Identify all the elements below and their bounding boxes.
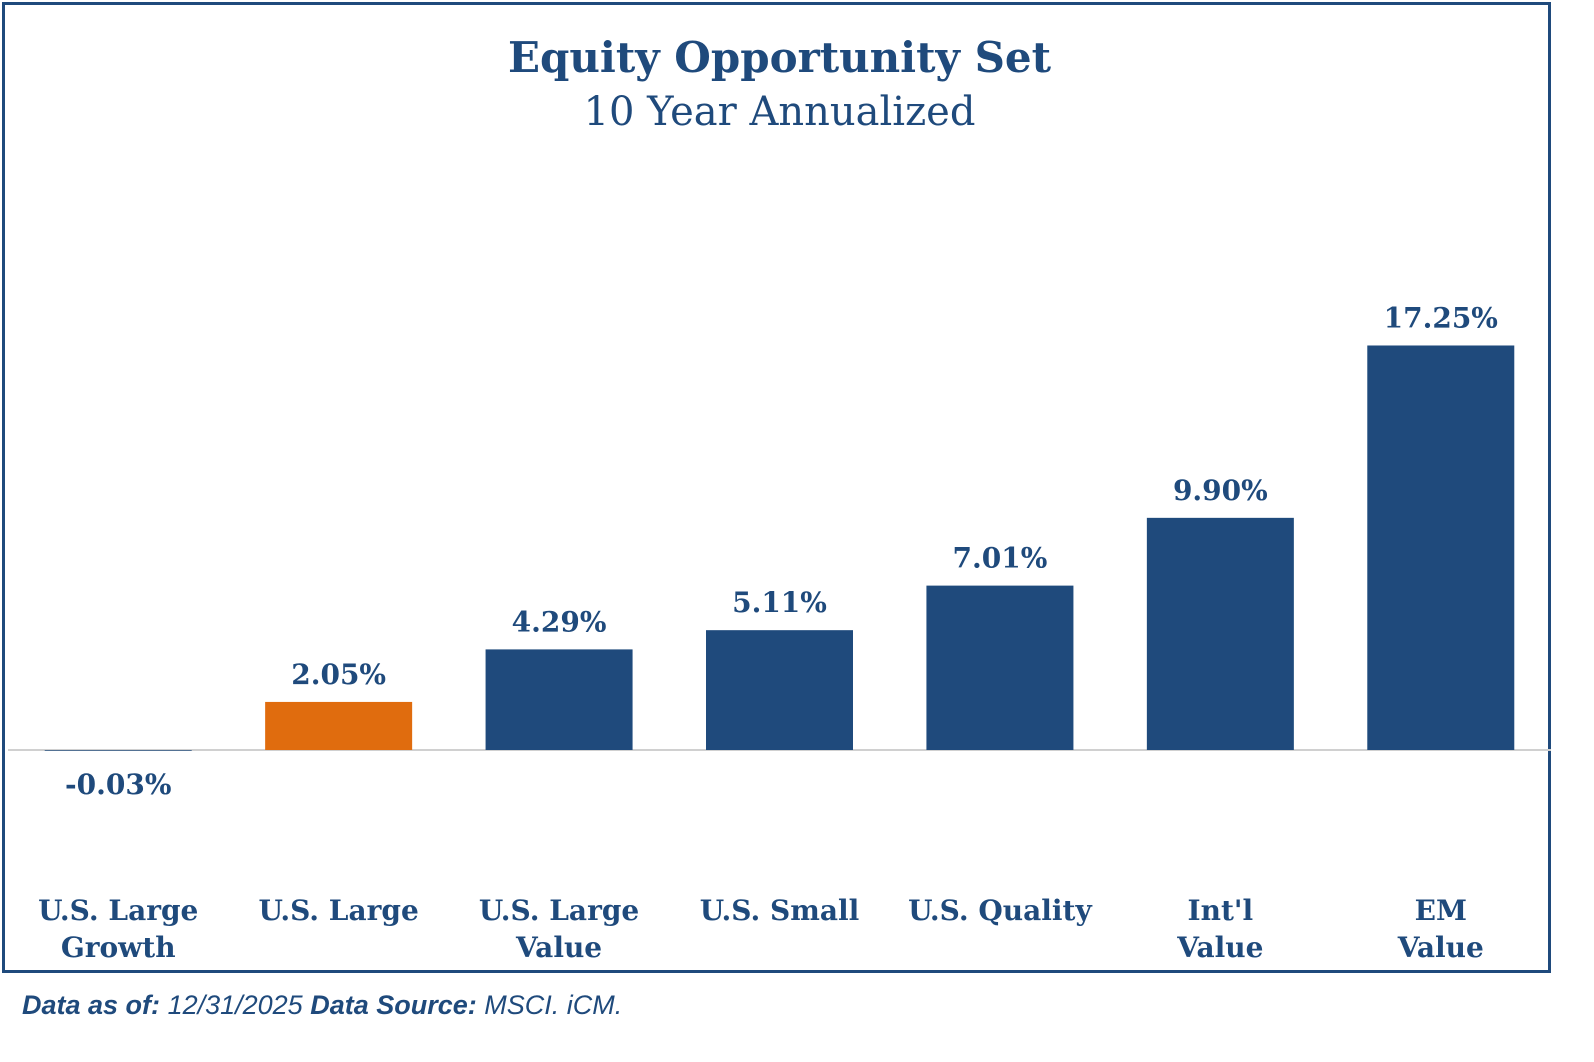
category-label: U.S. Small bbox=[700, 894, 860, 927]
footer-source-label: Data Source: bbox=[310, 990, 477, 1020]
bar bbox=[1146, 517, 1294, 750]
category-label: U.S. Large bbox=[258, 894, 418, 927]
bar bbox=[265, 701, 413, 750]
data-label: 17.25% bbox=[1384, 301, 1498, 334]
footer-note: Data as of: 12/31/2025 Data Source: MSCI… bbox=[22, 990, 622, 1021]
bar bbox=[926, 585, 1074, 750]
bar-chart: -0.03% U.S. Large Growth 2.05% U.S. Large 4.2… bbox=[8, 301, 1551, 964]
category-label: Int'l bbox=[1188, 894, 1254, 927]
footer-date-value: 12/31/2025 bbox=[167, 990, 303, 1020]
footer-date-label: Data as of: bbox=[22, 990, 161, 1020]
category-label: U.S. Large bbox=[479, 894, 639, 927]
category-label: Value bbox=[1176, 931, 1263, 964]
bar bbox=[44, 750, 192, 751]
data-label: -0.03% bbox=[65, 768, 171, 801]
footer-source-value: MSCI. iCM. bbox=[484, 990, 623, 1020]
category-label: Value bbox=[515, 931, 602, 964]
bar bbox=[706, 630, 853, 750]
data-label: 4.29% bbox=[512, 605, 607, 638]
data-label: 9.90% bbox=[1173, 474, 1268, 507]
data-label: 2.05% bbox=[291, 658, 386, 691]
data-label: 7.01% bbox=[953, 542, 1048, 575]
chart-subtitle: 10 Year Annualized bbox=[583, 89, 976, 135]
category-label: U.S. Large bbox=[38, 894, 198, 927]
bar bbox=[1367, 345, 1515, 750]
chart-frame: Equity Opportunity Set 10 Year Annualize… bbox=[2, 2, 1551, 973]
category-label: Value bbox=[1397, 931, 1484, 964]
category-label: Growth bbox=[61, 931, 176, 964]
data-label: 5.11% bbox=[732, 586, 827, 619]
category-label: EM bbox=[1415, 894, 1467, 927]
chart-title: Equity Opportunity Set bbox=[507, 33, 1052, 82]
bar bbox=[485, 649, 633, 750]
category-label: U.S. Quality bbox=[908, 894, 1092, 927]
